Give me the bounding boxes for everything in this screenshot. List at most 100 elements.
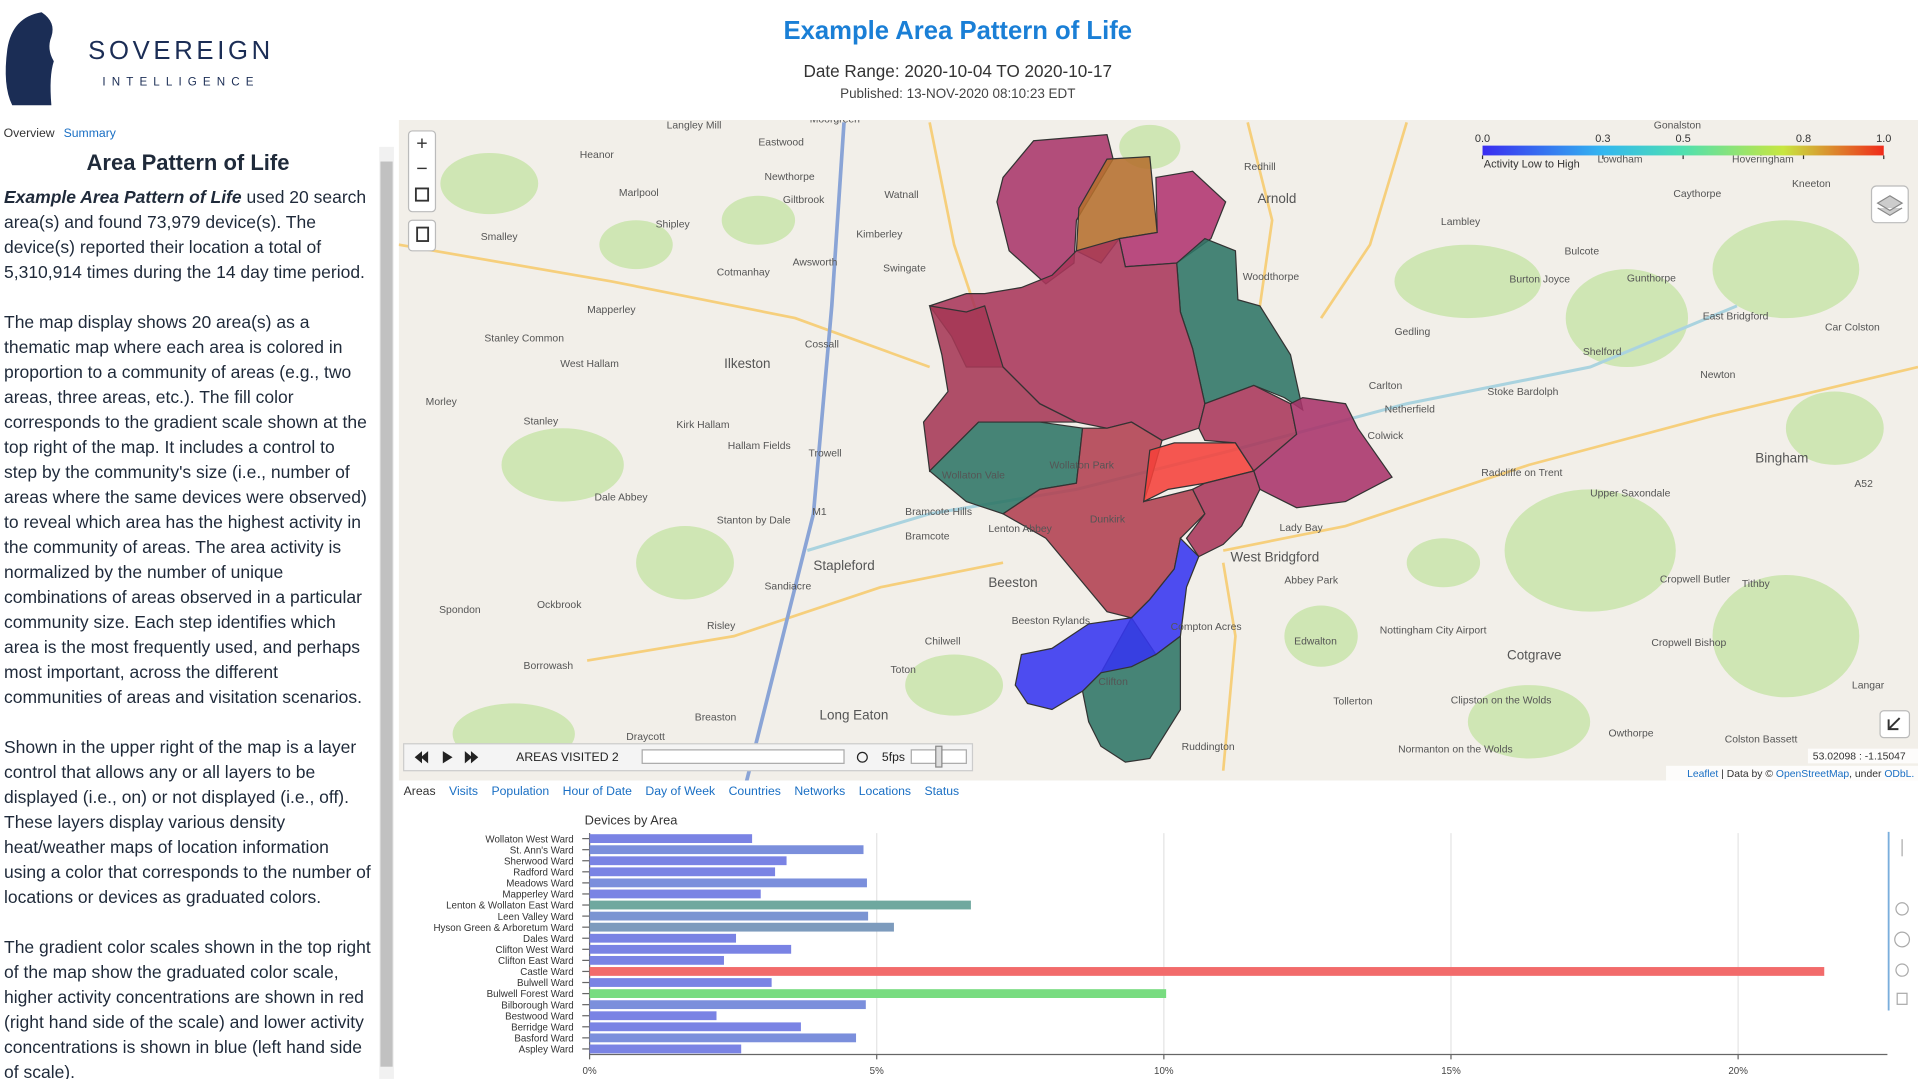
place-label: Cotgrave [1507, 647, 1562, 662]
y-tick-label: Bulwell Ward [517, 978, 574, 989]
y-tick-label: Radford Ward [513, 867, 573, 878]
zoom-in[interactable]: + [416, 132, 427, 154]
chart: Devices by Area 0% 5% 10% 15% 20% Wollaton We… [433, 813, 1911, 1077]
place-label: Kirk Hallam [676, 420, 729, 431]
place-label: Shipley [656, 220, 691, 231]
nav-tab[interactable]: Overview [4, 126, 55, 140]
paragraph: The map display shows 20 area(s) as a th… [4, 312, 367, 707]
place-label: Clifton [1098, 677, 1128, 688]
legend-label: Activity Low to High [1484, 159, 1580, 171]
sidebar: Area Pattern of Life Example Area Patter… [4, 150, 372, 1079]
motorway [744, 122, 846, 781]
draw-button[interactable] [407, 219, 437, 252]
forward-button[interactable] [464, 751, 479, 764]
y-tick-label: Castle Ward [520, 967, 573, 978]
legend-tick-label: 0.3 [1595, 133, 1610, 145]
tab[interactable]: Status [925, 784, 960, 798]
y-tick-label: Aspley Ward [519, 1045, 574, 1056]
speed-icon [856, 751, 868, 763]
y-tick-label: Bestwood Ward [505, 1011, 574, 1022]
bar [589, 955, 724, 965]
zoom-out[interactable]: − [416, 158, 427, 180]
attribution-box [1666, 765, 1918, 781]
scrollbar-thumb[interactable] [380, 161, 393, 1067]
place-label: Lambley [1441, 217, 1481, 228]
ward[interactable] [996, 133, 1114, 285]
published: Published: 13-NOV-2020 08:10:23 EDT [840, 86, 1075, 101]
legend-tick-label: 0.5 [1675, 133, 1690, 145]
park [1406, 538, 1481, 588]
tab[interactable]: Hour of Date [563, 784, 632, 798]
place-label: Edwalton [1294, 637, 1337, 648]
place-label: Gonalston [1654, 121, 1702, 132]
tab[interactable]: Population [491, 784, 549, 798]
place-label: Tithby [1742, 579, 1771, 590]
bar [589, 867, 776, 877]
place-label: Newton [1700, 370, 1735, 381]
page-title: Example Area Pattern of Life [783, 17, 1132, 45]
tab[interactable]: Visits [449, 784, 478, 798]
place-label: A52 [1854, 479, 1873, 490]
place-label: Long Eaton [820, 707, 889, 722]
place-label: Netherfield [1385, 404, 1435, 415]
place-label: Ockbrook [537, 600, 582, 611]
player: AREAS VISITED 2 5fps [403, 743, 974, 772]
attribution-link[interactable]: Leaflet [1687, 769, 1718, 780]
tool-save[interactable] [1896, 992, 1908, 1005]
progress-bar[interactable] [641, 749, 845, 764]
place-label: East Bridgford [1703, 311, 1769, 322]
place-label: Woodthorpe [1243, 272, 1300, 283]
logo: SOVEREIGN INTELLIGENCE [5, 12, 270, 106]
tab[interactable]: Locations [859, 784, 911, 798]
place-labels: Langley Mill Moorgreen Eastwood Heanor Newth… [426, 120, 1885, 755]
place-label: Awsworth [793, 258, 838, 269]
place-label: Dunkirk [1090, 514, 1126, 525]
legend-tick-label: 0.8 [1796, 133, 1811, 145]
ward[interactable] [1185, 470, 1261, 558]
fullscreen[interactable] [414, 187, 430, 202]
tool-hover[interactable] [1895, 963, 1909, 977]
y-tick-label: Hyson Green & Arboretum Ward [433, 923, 573, 934]
tool-reset[interactable] [1895, 902, 1909, 916]
ward[interactable] [1014, 537, 1200, 711]
tab[interactable]: Areas [404, 784, 436, 798]
zoom-control: + − [407, 130, 437, 252]
bar [589, 900, 971, 910]
speed-handle[interactable] [935, 745, 943, 768]
collapse-icon [1887, 717, 1901, 731]
bar [589, 856, 787, 866]
y-tick-label: Wollaton West Ward [485, 834, 573, 845]
coords-box [1807, 748, 1918, 764]
attribution-link[interactable]: OpenStreetMap [1776, 769, 1849, 780]
y-tick-label: Meadows Ward [506, 879, 573, 890]
player-label: AREAS VISITED 2 [516, 750, 619, 764]
tab[interactable]: Countries [729, 784, 781, 798]
layer-icon [1876, 195, 1904, 217]
tool-help[interactable] [1894, 931, 1911, 948]
tab[interactable]: Day of Week [645, 784, 716, 798]
x-tick-label: 15% [1441, 1066, 1461, 1077]
attribution-link[interactable]: ODbL. [1884, 769, 1914, 780]
place-label: Borrowash [524, 661, 574, 672]
date-range: Date Range: 2020-10-04 TO 2020-10-17 [804, 62, 1113, 81]
logo-tagline: INTELLIGENCE [102, 76, 259, 89]
place-label: Eastwood [758, 138, 804, 149]
coordinates: 53.02098 : -1.15047 [1813, 752, 1906, 763]
nav-tab[interactable]: Summary [64, 126, 117, 140]
park [1785, 391, 1884, 465]
y-tick-label: Lenton & Wollaton East Ward [446, 901, 574, 912]
place-label: Beeston [988, 575, 1037, 590]
play-button[interactable] [442, 751, 453, 764]
rewind-button[interactable] [414, 751, 429, 764]
tab[interactable]: Networks [794, 784, 845, 798]
park [501, 428, 624, 502]
x-tick-label: 5% [870, 1066, 884, 1077]
park [1394, 244, 1542, 319]
ward[interactable] [1253, 396, 1393, 509]
place-label: Lowdham [1598, 155, 1643, 166]
place-label: Hoveringham [1732, 155, 1794, 166]
paragraph: Example Area Pattern of Life used 20 sea… [4, 185, 372, 285]
place-label: Stanley Common [484, 333, 564, 344]
